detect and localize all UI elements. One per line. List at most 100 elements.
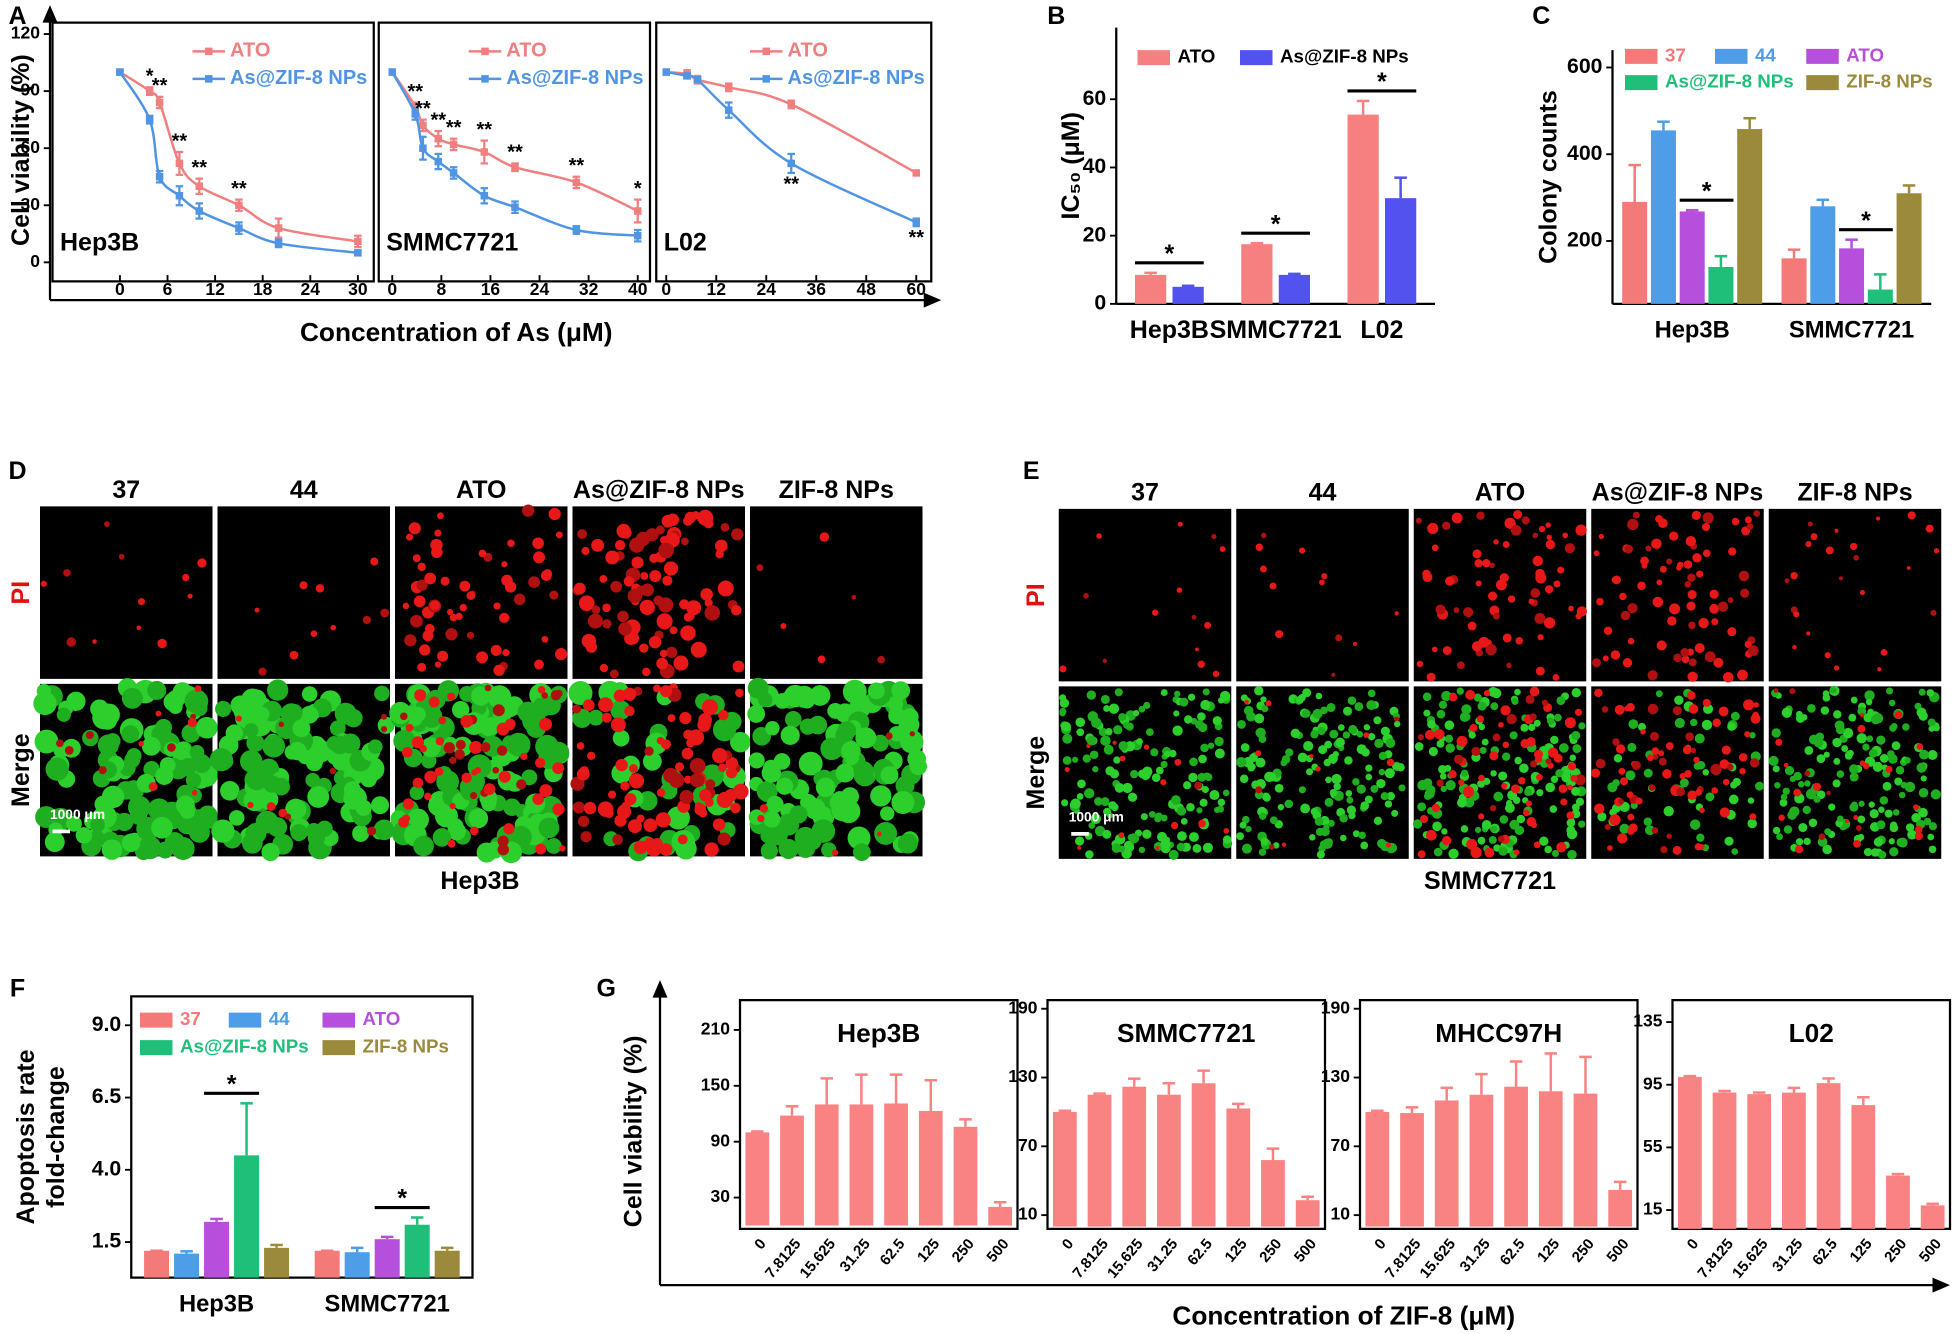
bar [1782,1092,1806,1229]
cell [1422,692,1432,701]
cell [1478,723,1485,731]
cell [1627,813,1635,821]
cell [1878,806,1885,814]
cell [1301,709,1311,718]
error-bar [240,1102,253,1156]
y-tick-label: 90 [21,80,41,100]
legend-swatch [1715,48,1748,64]
cell [831,849,839,856]
error-bar [1509,1060,1523,1087]
error-bar [1301,1195,1314,1201]
cell [1885,765,1893,773]
cell [1798,823,1808,833]
cell [1142,829,1152,839]
cell [1498,722,1504,728]
cell [1567,784,1573,791]
cell [690,641,707,658]
cell [819,532,830,542]
cell [1433,847,1443,857]
cell [362,615,371,625]
x-tick-label: 24 [301,279,321,299]
x-tick-label: 500 [1603,1236,1632,1266]
cell [581,546,590,555]
y-tick-label: 130 [1008,1066,1037,1086]
x-tick-label: 15.625 [1417,1236,1460,1282]
cell [1179,697,1189,707]
cell [1684,770,1692,778]
data-point [274,224,283,232]
cell [1212,716,1222,726]
cell [1919,749,1929,760]
caption: Hep3B [440,867,519,895]
data-point [683,72,691,80]
micrograph [395,504,568,679]
cell [1604,824,1611,831]
cell [1431,803,1441,813]
cell [1456,735,1468,747]
y-tick-label: 55 [1643,1136,1663,1156]
cell [680,625,696,641]
significance-label: * [1702,177,1712,205]
y-tick-label: 200 [1567,228,1602,252]
cell [1647,670,1658,681]
cell [1347,696,1357,705]
cell [1277,803,1285,811]
cell [1850,696,1858,704]
cell [610,700,631,721]
cell [1514,756,1522,765]
cell [656,657,669,670]
cell [1090,813,1102,825]
cell [1262,793,1271,802]
cell [1462,786,1475,798]
cell [1490,770,1497,777]
cell [380,608,390,618]
cell [1570,774,1578,782]
cell [1690,718,1698,727]
cell [101,839,123,860]
cell [1440,785,1447,793]
data-point [787,100,795,109]
cell [497,835,509,847]
micrograph [1590,686,1764,859]
cell [1595,758,1606,769]
micrograph-bg [40,506,213,679]
cell [624,577,634,587]
micrograph-bg [217,506,390,679]
cell [1594,688,1603,698]
cell [1869,809,1879,819]
cell [75,827,93,844]
error-bar [1926,1202,1939,1206]
error-bar [1127,1077,1141,1087]
cell [45,757,69,781]
micrograph [1058,508,1232,682]
cell [404,634,417,647]
micrograph [209,679,395,862]
cell [758,692,773,708]
cell [1176,587,1183,593]
cell [1445,743,1455,753]
cell [355,799,372,816]
y-tick-label: 60 [21,137,41,157]
row-label: Merge [7,733,35,807]
legend-swatch [1806,75,1839,91]
cell [1363,724,1371,731]
cell [1500,705,1511,716]
cell [1118,845,1126,853]
cell [1506,662,1512,669]
cell [568,681,593,706]
cell [1550,735,1559,745]
column-label: 44 [290,476,318,504]
cell [429,600,440,611]
cell [542,569,553,579]
y-tick-label: 0 [1094,290,1106,314]
y-axis-label: fold-change [42,1066,70,1208]
cell [1826,790,1831,796]
cell [1837,815,1844,822]
cell [1702,698,1711,707]
column-label: As@ZIF-8 NPs [573,476,745,504]
cell [1898,791,1906,799]
bar [1157,1094,1181,1227]
cell [1177,831,1187,842]
cell [909,757,928,776]
cell [602,619,612,629]
